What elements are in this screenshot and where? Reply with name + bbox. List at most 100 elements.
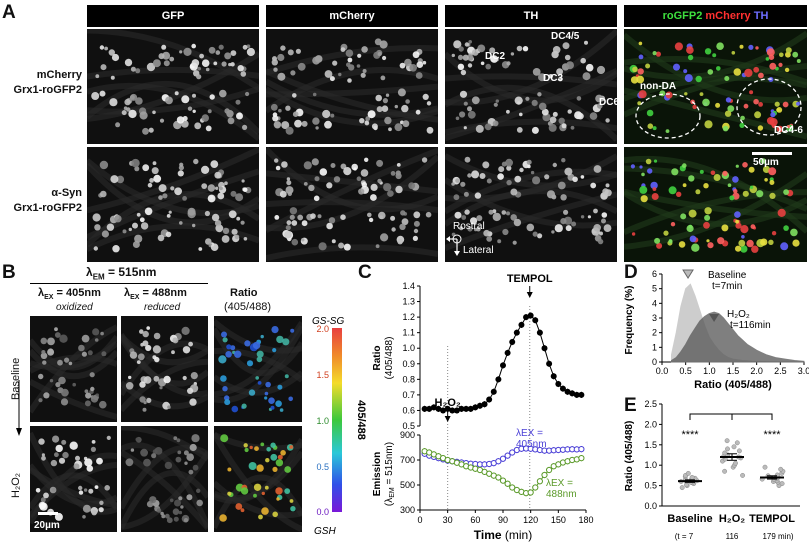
baseline-label: Baseline xyxy=(708,270,747,281)
colorbar-tick: 0.5 xyxy=(316,462,329,472)
colorbar-bottom-label: GSH xyxy=(314,526,336,536)
data-point xyxy=(513,329,520,336)
data-point xyxy=(546,466,553,474)
data-point xyxy=(509,449,516,456)
ex405-sub: EX xyxy=(44,294,54,302)
axis-lateral: Lateral xyxy=(463,245,494,256)
ex488-state: reduced xyxy=(144,302,181,313)
row-label-h2o2: H₂O₂ xyxy=(10,472,22,498)
orientation-compass xyxy=(446,234,462,256)
category-time: (t = 7 xyxy=(675,532,694,541)
image-merge-mcherry: non-DA DC4-6 xyxy=(624,29,807,144)
data-point xyxy=(486,396,493,403)
em-lambda: λ xyxy=(86,265,93,279)
cluster-dc3: DC3 xyxy=(543,73,564,84)
data-point xyxy=(685,470,691,476)
colorbar: GS-SG GSH 2.0 1.5 1.0 0.5 0.0 405/488 xyxy=(312,316,367,536)
data-point xyxy=(679,485,685,491)
colorbar-top-label: GS-SG xyxy=(312,316,344,327)
data-point xyxy=(490,388,497,395)
ex405-value: = 405nm xyxy=(53,287,101,299)
axis-rostral: Rostral xyxy=(453,221,485,232)
x-axis-label: Time (min) xyxy=(474,528,532,542)
image-b-ratio-baseline xyxy=(214,316,302,422)
merge-green-label: roGFP2 xyxy=(662,10,703,22)
y-tick-label: 1.1 xyxy=(402,328,415,338)
data-point xyxy=(731,444,737,450)
y-tick-label: 0 xyxy=(652,357,657,367)
data-point xyxy=(500,362,506,369)
image-th-asyn: Rostral Lateral xyxy=(445,147,617,262)
x-tick-label: 1.0 xyxy=(703,366,716,376)
image-b-488-h2o2 xyxy=(121,426,208,532)
y-tick-label: 3 xyxy=(652,313,657,323)
x-tick-label: 150 xyxy=(551,515,566,525)
cluster-dc6: DC6 xyxy=(599,97,617,108)
em-wavelength: λEM = 515nm xyxy=(86,265,156,281)
y-tick-label: 1.3 xyxy=(402,297,415,307)
y-axis-label-top: Ratio xyxy=(372,346,383,371)
scalebar-b xyxy=(38,512,58,515)
x-tick-label: 0 xyxy=(417,515,422,525)
data-point xyxy=(495,376,502,383)
data-point xyxy=(722,468,728,474)
data-point xyxy=(444,405,451,412)
data-point xyxy=(499,455,507,462)
ex488-label: λEX = 488nm xyxy=(124,287,187,301)
region-dc46: DC4-6 xyxy=(774,125,803,136)
data-point xyxy=(578,391,585,398)
data-point xyxy=(532,484,539,491)
data-point xyxy=(762,464,768,470)
annotation-tempol: TEMPOL xyxy=(507,273,553,285)
data-point xyxy=(541,345,548,352)
data-point xyxy=(536,329,543,336)
data-point xyxy=(426,405,433,412)
data-point xyxy=(536,478,543,485)
row-label-line2: Grx1-roGFP2 xyxy=(13,84,82,96)
image-b-405-baseline xyxy=(30,316,117,422)
panel-b-letter: B xyxy=(2,262,16,283)
y-tick-label: 4 xyxy=(652,298,657,308)
y-tick-label: 1.2 xyxy=(402,312,415,322)
category-label: Baseline xyxy=(667,513,712,525)
data-point xyxy=(778,466,784,472)
y-axis-label-bottom: Emission xyxy=(372,452,383,496)
category-time: 116 xyxy=(726,532,739,541)
comparison-bracket xyxy=(689,413,773,420)
data-point xyxy=(430,404,437,411)
chart-d: 0 1 2 3 4 5 6 0.0 0.5 1.0 1.5 2.0 2.5 3.0 Baselinet=7m… xyxy=(624,269,809,391)
x-tick-label: 3.0 xyxy=(798,366,809,376)
data-point xyxy=(555,381,562,387)
y-tick-label: 6 xyxy=(652,269,657,279)
h2o2-marker xyxy=(709,314,720,322)
data-point xyxy=(523,314,530,321)
data-point xyxy=(550,373,557,380)
colorbar-tick: 2.0 xyxy=(316,324,329,334)
ex488-value: = 488nm xyxy=(139,287,187,299)
data-point xyxy=(504,349,511,356)
significance-baseline: **** xyxy=(681,429,699,441)
x-tick-label: 120 xyxy=(523,515,538,525)
y-tick-label: 1 xyxy=(652,342,657,352)
x-tick-label: 2.5 xyxy=(774,366,787,376)
cluster-dc2: DC2 xyxy=(485,51,506,62)
colorbar-axis-label: 405/488 xyxy=(355,400,367,440)
ex405-state: oxidized xyxy=(56,302,93,313)
y-tick-label: 0.8 xyxy=(402,374,415,384)
y-tick-label: 0.0 xyxy=(644,501,657,511)
ratio-title: Ratio xyxy=(230,287,258,299)
x-tick-label: 0.5 xyxy=(679,366,692,376)
ex405-label: λEX = 405nm xyxy=(38,287,101,301)
scalebar-a-label: 50µm xyxy=(753,157,779,168)
data-point xyxy=(559,385,566,392)
y-tick-label: 1.0 xyxy=(402,343,415,353)
data-point xyxy=(504,452,511,459)
annotation-arrowhead xyxy=(444,416,451,422)
image-gfp-asyn xyxy=(87,147,259,262)
data-point xyxy=(740,472,746,478)
x-tick-label: 60 xyxy=(470,515,480,525)
image-mcherry-mcherry xyxy=(266,29,438,144)
y-tick-label: 500 xyxy=(400,480,415,490)
ratio-subtitle: (405/488) xyxy=(224,301,272,313)
x-tick-label: 2.0 xyxy=(750,366,763,376)
